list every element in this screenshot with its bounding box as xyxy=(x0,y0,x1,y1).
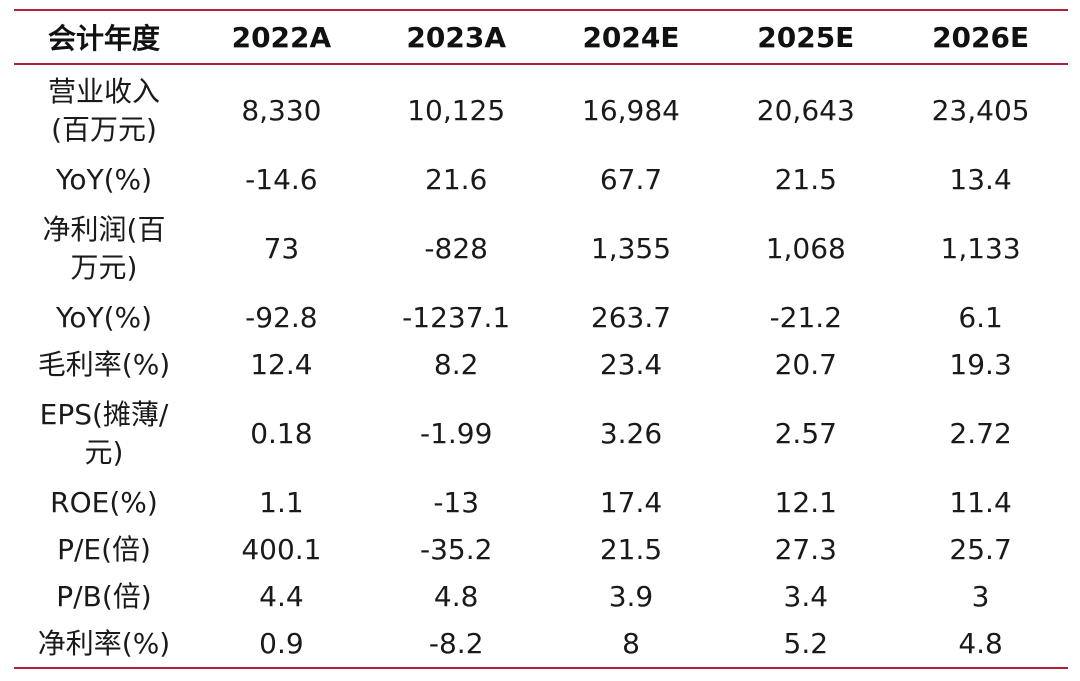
table-row: YoY(%) -92.8 -1237.1 263.7 -21.2 6.1 xyxy=(14,294,1068,341)
bottom-rule xyxy=(14,667,1068,669)
table-row: P/E(倍) 400.1 -35.2 21.5 27.3 25.7 xyxy=(14,526,1068,573)
value-cell: 4.8 xyxy=(958,626,1003,660)
value-cell: 19.3 xyxy=(949,347,1012,381)
header-cell-2025e: 2025E xyxy=(757,20,855,54)
value-cell: 3.4 xyxy=(783,579,829,613)
data-table: 会计年度 2022A 2023A 2024E 2025E 2026E xyxy=(14,11,1068,63)
row-label-line: 营业收入 xyxy=(47,74,160,108)
value-cell: 8.2 xyxy=(433,347,479,381)
row-label: 净利率(%) xyxy=(14,620,194,667)
value-cell: 4.8 xyxy=(433,579,479,613)
table-row: ROE(%) 1.1 -13 17.4 12.1 11.4 xyxy=(14,479,1068,526)
value-cell: -14.6 xyxy=(245,162,318,196)
header-rule xyxy=(14,63,1068,65)
value-cell: 4.4 xyxy=(259,579,304,613)
value-cell: 23,405 xyxy=(931,93,1030,127)
header-cell-2024e: 2024E xyxy=(582,20,680,54)
value-cell: 16,984 xyxy=(582,93,680,127)
row-label: YoY(%) xyxy=(14,294,194,341)
table-row: 营业收入 (百万元) 8,330 10,125 16,984 20,643 23,405 xyxy=(14,65,1068,156)
value-cell: 73 xyxy=(263,231,300,265)
value-cell: 3.9 xyxy=(608,579,654,613)
row-label: 毛利率(%) xyxy=(14,341,194,388)
row-label-line: EPS(摊薄/ xyxy=(39,397,169,431)
row-label: ROE(%) xyxy=(14,479,194,526)
value-cell: -8.2 xyxy=(428,626,484,660)
value-cell: 12.1 xyxy=(774,485,837,519)
row-label: 净利润(百万元) xyxy=(14,203,194,294)
value-cell: 6.1 xyxy=(958,300,1003,334)
top-rule xyxy=(14,9,1068,11)
value-cell: -35.2 xyxy=(419,532,493,566)
header-cell-2022a: 2022A xyxy=(231,20,332,54)
value-cell: 8,330 xyxy=(241,93,322,127)
value-cell: 20.7 xyxy=(774,347,837,381)
value-cell: 17.4 xyxy=(599,485,663,519)
table-body: 营业收入 (百万元) 8,330 10,125 16,984 20,643 23,405 Yo… xyxy=(14,65,1068,667)
row-label-line: YoY(%) xyxy=(55,162,153,196)
row-label-line: 毛利率(%) xyxy=(37,347,171,381)
value-cell: 1,068 xyxy=(765,231,846,265)
value-cell: 263.7 xyxy=(590,300,672,334)
value-cell: -1237.1 xyxy=(402,300,511,334)
row-label-line: P/B(倍) xyxy=(56,579,152,613)
value-cell: 400.1 xyxy=(241,532,322,566)
row-label-line: 元) xyxy=(84,435,124,469)
financial-forecast-table: 会计年度 2022A 2023A 2024E 2025E 2026E 营业收入 (… xyxy=(14,9,1068,669)
row-label: P/E(倍) xyxy=(14,526,194,573)
header-cell-2026e: 2026E xyxy=(932,20,1030,54)
value-cell: 12.4 xyxy=(250,347,313,381)
value-cell: 21.5 xyxy=(599,532,663,566)
row-label-line: ROE(%) xyxy=(50,485,158,519)
value-cell: 1.1 xyxy=(259,485,304,519)
row-label-line: 净利润(百 xyxy=(42,212,166,246)
value-cell: 67.7 xyxy=(599,162,663,196)
table-row: P/B(倍) 4.4 4.8 3.9 3.4 3 xyxy=(14,573,1068,620)
value-cell: 0.9 xyxy=(259,626,304,660)
table-row: EPS(摊薄/元) 0.18 -1.99 3.26 2.57 2.72 xyxy=(14,388,1068,479)
row-label: P/B(倍) xyxy=(14,573,194,620)
value-cell: 5.2 xyxy=(783,626,829,660)
value-cell: 21.6 xyxy=(425,162,488,196)
row-label-line: 万元) xyxy=(70,250,138,284)
value-cell: -92.8 xyxy=(245,300,318,334)
data-table-body: 营业收入 (百万元) 8,330 10,125 16,984 20,643 23,405 Yo… xyxy=(14,65,1068,667)
table-header: 会计年度 2022A 2023A 2024E 2025E 2026E xyxy=(14,11,1068,63)
row-label-line: (百万元) xyxy=(51,112,157,146)
value-cell: -828 xyxy=(424,231,488,265)
row-label-line: P/E(倍) xyxy=(57,532,151,566)
table-row: 净利润(百万元) 73 -828 1,355 1,068 1,133 xyxy=(14,203,1068,294)
row-label: YoY(%) xyxy=(14,156,194,203)
row-label-line: 净利率(%) xyxy=(37,626,171,660)
header-cell-2023a: 2023A xyxy=(406,20,506,54)
table-row: YoY(%) -14.6 21.6 67.7 21.5 13.4 xyxy=(14,156,1068,203)
value-cell: -21.2 xyxy=(769,300,843,334)
value-cell: 3 xyxy=(971,579,990,613)
table-row: 净利率(%) 0.9 -8.2 8 5.2 4.8 xyxy=(14,620,1068,667)
value-cell: 27.3 xyxy=(774,532,837,566)
row-label: EPS(摊薄/元) xyxy=(14,388,194,479)
value-cell: 1,355 xyxy=(590,231,672,265)
value-cell: 1,133 xyxy=(940,231,1021,265)
table-row: 毛利率(%) 12.4 8.2 23.4 20.7 19.3 xyxy=(14,341,1068,388)
value-cell: 25.7 xyxy=(949,532,1012,566)
value-cell: 2.57 xyxy=(774,416,837,450)
value-cell: -13 xyxy=(433,485,480,519)
value-cell: 0.18 xyxy=(250,416,313,450)
value-cell: 21.5 xyxy=(774,162,837,196)
value-cell: 23.4 xyxy=(599,347,663,381)
value-cell: 20,643 xyxy=(756,93,855,127)
value-cell: 10,125 xyxy=(407,93,506,127)
value-cell: 13.4 xyxy=(949,162,1012,196)
value-cell: 2.72 xyxy=(949,416,1012,450)
value-cell: 11.4 xyxy=(949,485,1012,519)
value-cell: 8 xyxy=(622,626,640,660)
row-label: 营业收入 (百万元) xyxy=(14,65,194,156)
value-cell: -1.99 xyxy=(419,416,493,450)
value-cell: 3.26 xyxy=(599,416,663,450)
header-cell-label: 会计年度 xyxy=(47,22,160,55)
row-label-line: YoY(%) xyxy=(55,300,153,334)
